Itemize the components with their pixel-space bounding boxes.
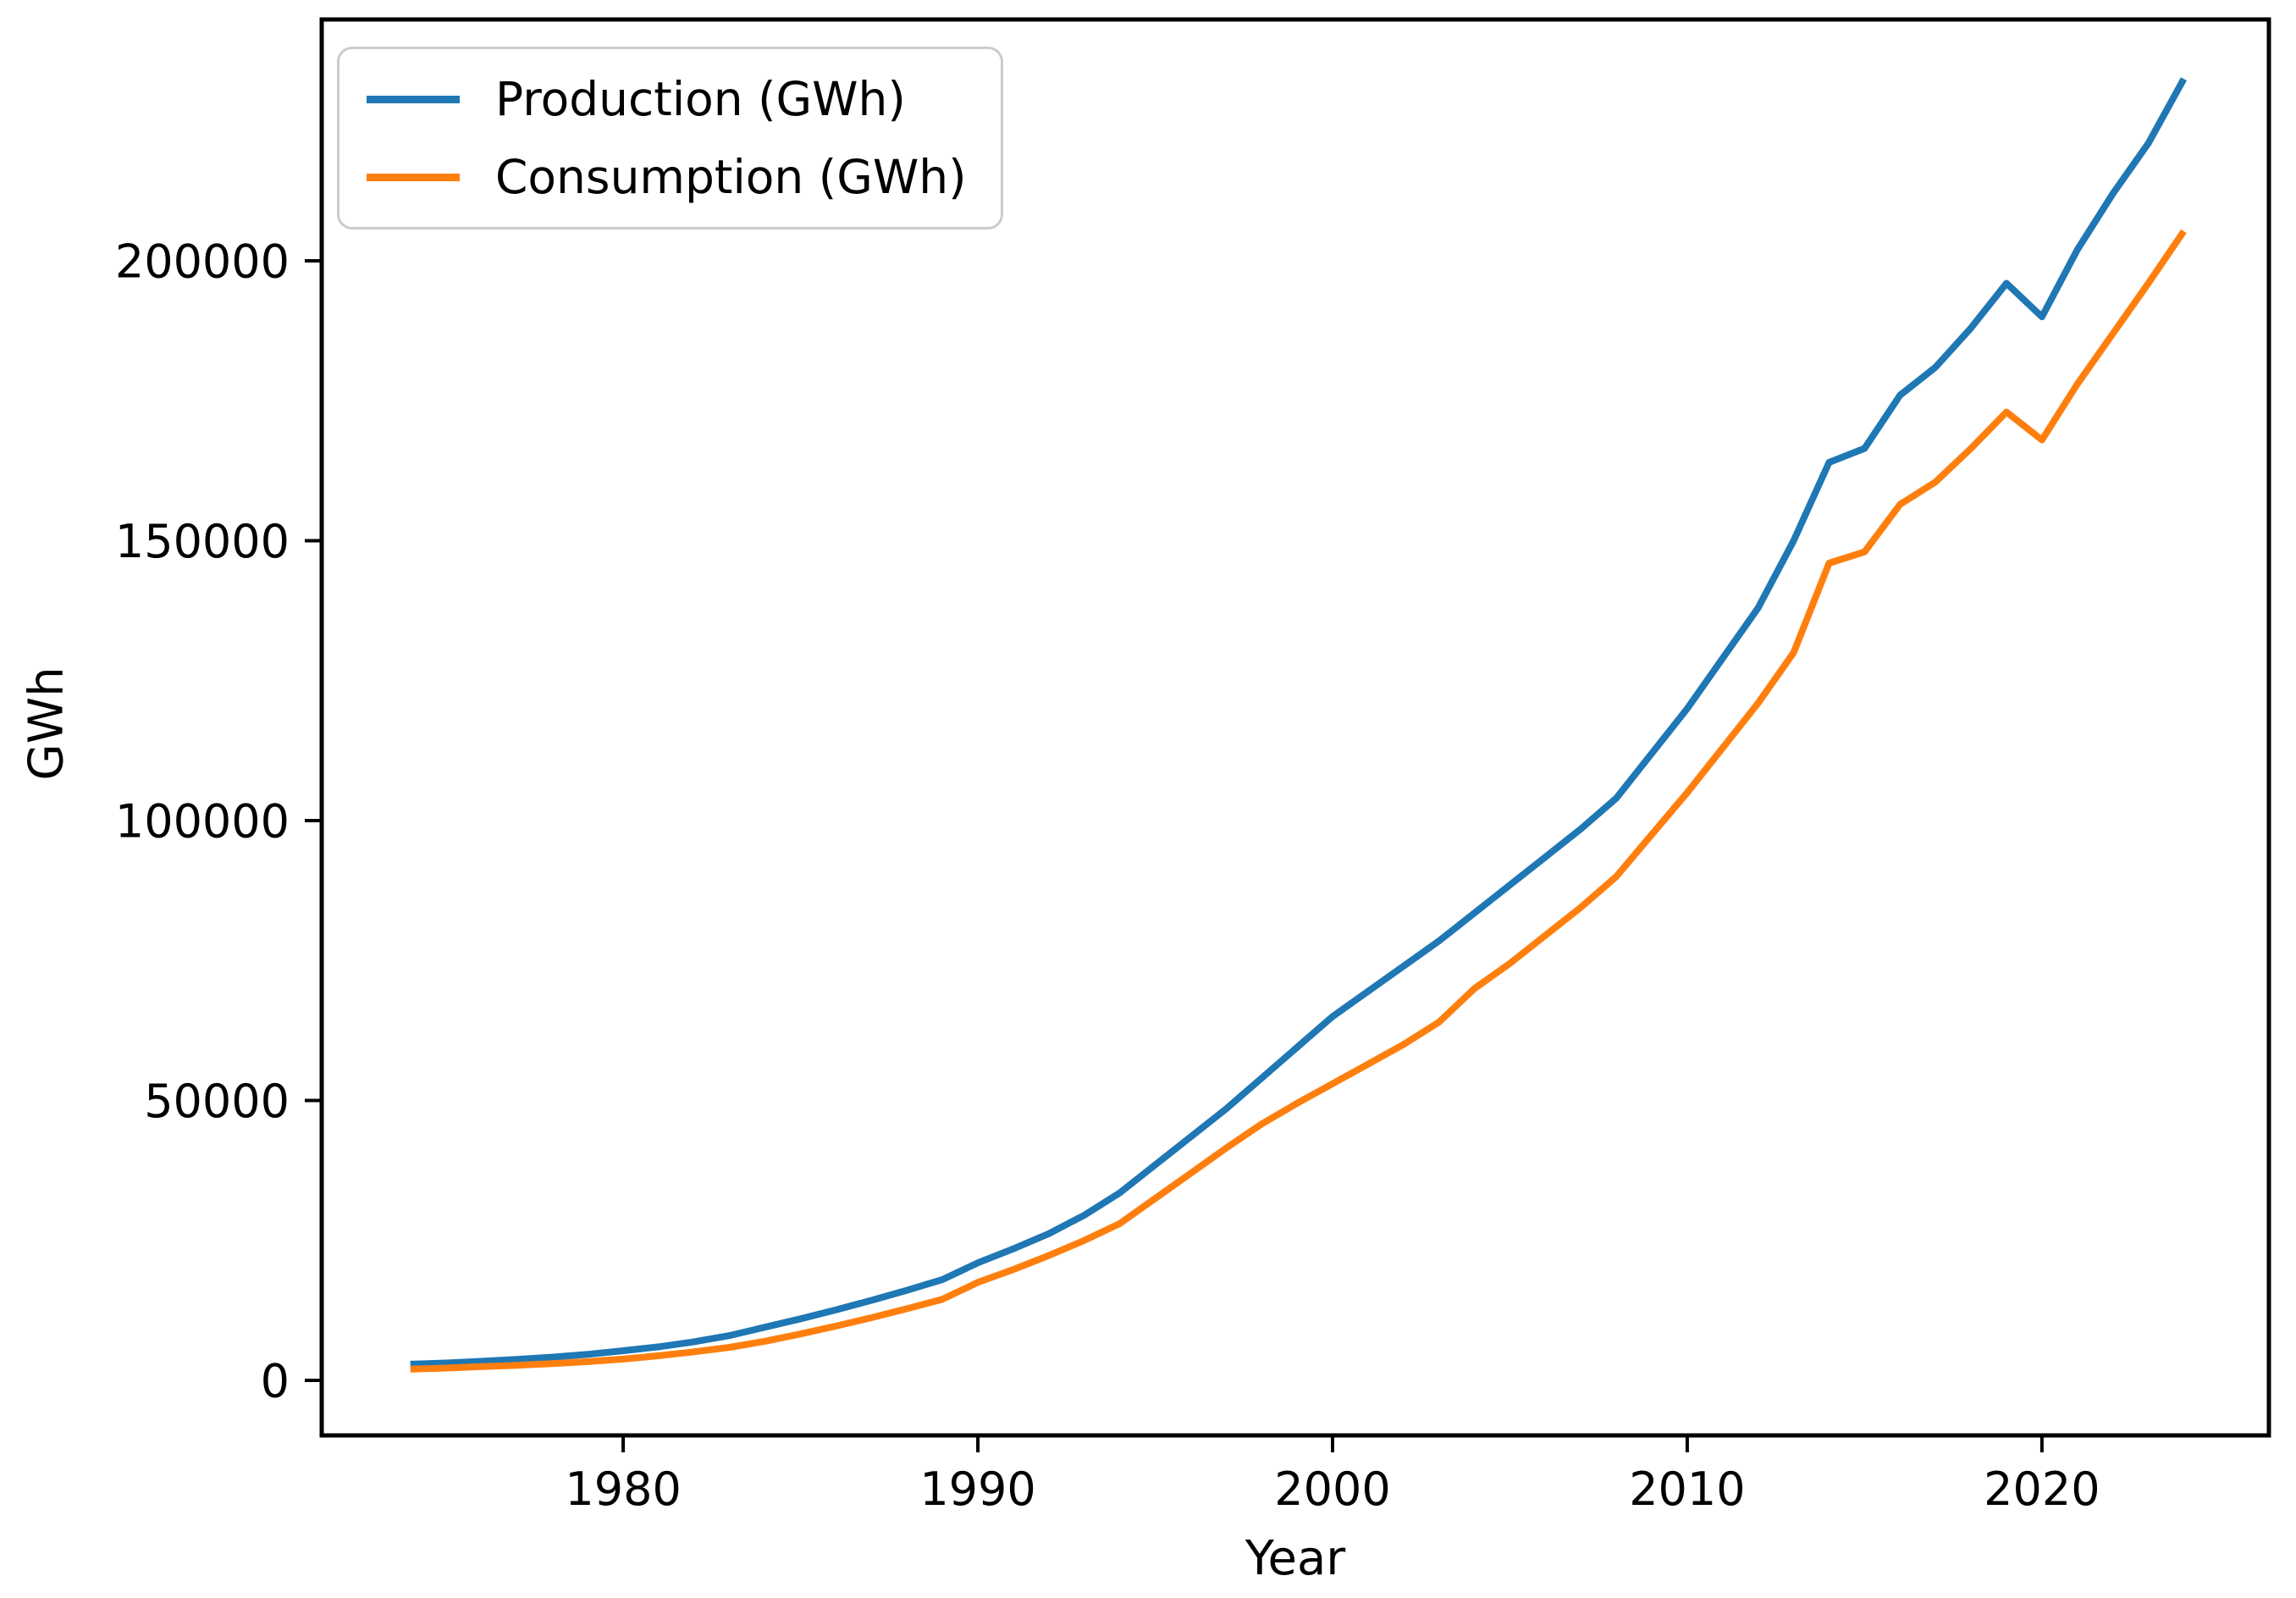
production-line-swatch bbox=[367, 95, 460, 103]
y-tick-label: 150000 bbox=[115, 515, 290, 568]
legend: Production (GWh) Consumption (GWh) bbox=[337, 47, 1003, 229]
legend-item-consumption[interactable]: Consumption (GWh) bbox=[367, 149, 967, 205]
y-tick-label: 0 bbox=[261, 1354, 290, 1407]
y-tick-label: 100000 bbox=[115, 794, 290, 848]
y-axis-title: GWh bbox=[19, 666, 75, 781]
x-tick-label: 1980 bbox=[565, 1463, 681, 1516]
consumption-line-swatch bbox=[367, 173, 460, 181]
x-tick-label: 1990 bbox=[919, 1463, 1035, 1516]
x-tick-label: 2010 bbox=[1629, 1463, 1745, 1516]
y-tick-label: 50000 bbox=[144, 1075, 290, 1128]
consumption-line bbox=[410, 229, 2187, 1373]
x-tick-label: 2000 bbox=[1274, 1463, 1390, 1516]
plot-border bbox=[319, 17, 2271, 1438]
x-axis-title: Year bbox=[1245, 1531, 1346, 1586]
x-tick-label: 2020 bbox=[1984, 1463, 2100, 1516]
y-tick-label: 200000 bbox=[115, 235, 290, 288]
consumption-legend-label: Consumption (GWh) bbox=[495, 150, 967, 204]
production-line bbox=[410, 77, 2188, 1368]
legend-item-production[interactable]: Production (GWh) bbox=[367, 71, 967, 127]
production-legend-label: Production (GWh) bbox=[495, 72, 906, 126]
